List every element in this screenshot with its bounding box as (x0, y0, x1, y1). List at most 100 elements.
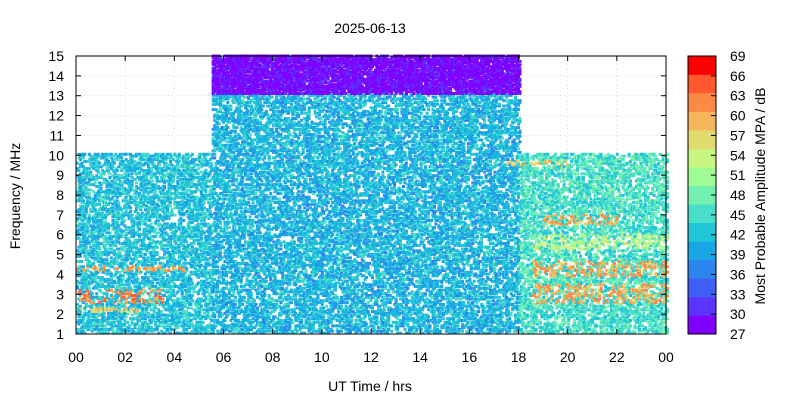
data-point (168, 215, 171, 218)
data-point (86, 305, 89, 308)
data-point (138, 214, 141, 217)
data-point (131, 158, 134, 161)
data-point (166, 153, 169, 156)
data-point (203, 206, 206, 209)
data-point (120, 153, 123, 156)
data-point (232, 183, 235, 186)
data-point (119, 287, 122, 290)
data-point (191, 153, 194, 156)
data-point (154, 298, 157, 301)
data-point (122, 274, 125, 277)
data-point (221, 183, 224, 186)
data-point (97, 240, 100, 243)
data-point (221, 256, 224, 259)
data-point (120, 174, 123, 177)
data-point (212, 298, 215, 301)
data-point (162, 276, 165, 279)
data-point (225, 265, 228, 268)
data-point (190, 307, 193, 310)
data-point (190, 226, 193, 229)
data-point (117, 201, 120, 204)
data-point (110, 248, 113, 251)
data-point (168, 212, 171, 215)
data-point (173, 165, 176, 168)
data-point (187, 244, 190, 247)
data-point (210, 214, 213, 217)
data-point (219, 169, 222, 172)
data-point (86, 256, 89, 259)
data-point (169, 160, 172, 163)
data-point (226, 131, 229, 134)
data-point (188, 206, 191, 209)
data-point (144, 253, 147, 256)
data-point (110, 153, 113, 156)
data-point (228, 180, 231, 183)
data-point (82, 265, 85, 268)
data-point (232, 251, 235, 254)
data-point (142, 242, 145, 245)
data-point (185, 189, 188, 192)
data-point (78, 169, 81, 172)
data-point (154, 190, 157, 193)
data-point (190, 253, 193, 256)
data-point (109, 172, 112, 175)
data-point (100, 242, 103, 245)
data-point (159, 164, 162, 167)
data-point (201, 269, 204, 272)
data-point (221, 126, 224, 129)
data-point (109, 224, 112, 227)
data-point (95, 324, 98, 327)
data-point (182, 187, 185, 190)
data-point (89, 246, 92, 249)
data-point (191, 246, 194, 249)
data-point (225, 140, 228, 143)
data-point (141, 292, 144, 295)
data-point (138, 267, 141, 270)
data-point (137, 187, 140, 190)
data-point (156, 282, 159, 285)
data-point (144, 169, 147, 172)
data-point (231, 130, 234, 133)
data-point (79, 255, 82, 258)
data-point (139, 251, 142, 254)
data-point (184, 303, 187, 306)
data-point (110, 312, 113, 315)
data-point (85, 299, 88, 302)
data-point (175, 194, 178, 197)
data-point (120, 156, 123, 159)
data-point (144, 317, 147, 320)
data-point (89, 171, 92, 174)
data-point (79, 239, 82, 242)
data-point (179, 298, 182, 301)
data-point (170, 208, 173, 211)
data-point (165, 162, 168, 165)
data-point (215, 239, 218, 242)
data-point (190, 199, 193, 202)
data-point (104, 324, 107, 327)
data-point (100, 290, 103, 293)
data-point (103, 171, 106, 174)
data-point (97, 153, 100, 156)
data-point (114, 172, 117, 175)
data-point (134, 294, 137, 297)
data-point (100, 165, 103, 168)
data-point (98, 162, 101, 165)
data-point (116, 271, 119, 274)
data-point (106, 292, 109, 295)
data-point (145, 176, 148, 179)
data-point (109, 251, 112, 254)
data-point (187, 153, 190, 156)
data-point (103, 312, 106, 315)
data-point (120, 208, 123, 211)
data-point (113, 187, 116, 190)
data-point (175, 230, 178, 233)
data-point (120, 310, 123, 313)
data-point (157, 231, 160, 234)
data-point (144, 208, 147, 211)
data-point (163, 294, 166, 297)
data-point (144, 321, 147, 324)
data-point (179, 242, 182, 245)
data-point (175, 242, 178, 245)
data-point (103, 240, 106, 243)
data-point (191, 299, 194, 302)
